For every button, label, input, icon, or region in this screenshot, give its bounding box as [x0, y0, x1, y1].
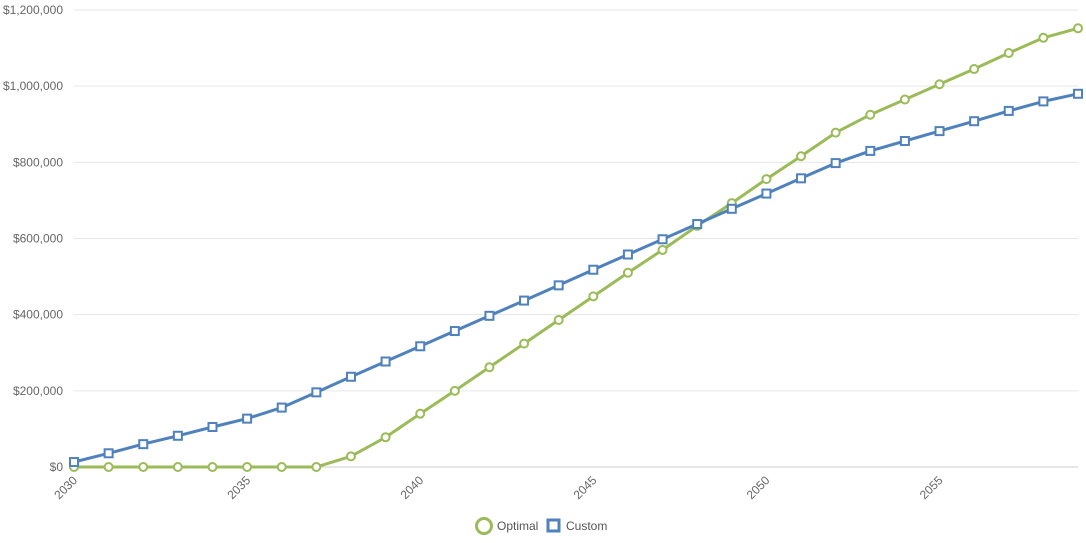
data-point-optimal[interactable] [345, 451, 356, 462]
legend: Optimal Custom [475, 517, 607, 535]
data-point-custom[interactable] [726, 203, 737, 214]
series-optimal [69, 23, 1083, 472]
data-point-optimal[interactable] [865, 109, 876, 120]
series-line-optimal [74, 26, 1079, 469]
data-point-optimal[interactable] [276, 462, 287, 472]
legend-label-optimal: Optimal [497, 519, 538, 533]
data-point-optimal[interactable] [1073, 23, 1083, 34]
data-point-custom[interactable] [865, 145, 876, 156]
data-point-optimal[interactable] [761, 174, 772, 185]
data-point-custom[interactable] [934, 126, 945, 137]
data-point-custom[interactable] [519, 295, 530, 306]
y-tick-label: $0 [50, 460, 64, 474]
legend-item-custom[interactable]: Custom [546, 518, 607, 533]
data-point-custom[interactable] [969, 116, 980, 127]
data-point-optimal[interactable] [622, 267, 633, 278]
data-point-custom[interactable] [899, 136, 910, 147]
y-axis: $0 $200,000 $400,000 $600,000 $800,000 $1,000… [3, 3, 63, 474]
x-tick-label: 2040 [398, 473, 427, 502]
data-point-custom[interactable] [553, 280, 564, 291]
data-point-optimal[interactable] [899, 94, 910, 105]
data-point-optimal[interactable] [311, 462, 322, 472]
data-point-custom[interactable] [622, 249, 633, 260]
x-axis: 2030 2035 2040 2045 2050 2055 [51, 473, 946, 502]
data-point-custom[interactable] [103, 448, 114, 459]
data-point-optimal[interactable] [796, 151, 807, 162]
gridlines [74, 9, 1078, 468]
series-lines [69, 23, 1083, 472]
data-point-custom[interactable] [657, 234, 668, 245]
x-tick-label: 2055 [917, 473, 946, 502]
data-point-optimal[interactable] [172, 462, 183, 472]
data-point-custom[interactable] [1073, 88, 1083, 99]
y-tick-label: $200,000 [13, 384, 63, 398]
data-point-custom[interactable] [830, 158, 841, 169]
data-point-custom[interactable] [1038, 96, 1049, 107]
x-tick-label: 2035 [224, 473, 253, 502]
data-point-optimal[interactable] [449, 385, 460, 396]
legend-marker-optimal-icon [475, 517, 493, 535]
y-tick-label: $1,000,000 [3, 79, 63, 93]
data-point-custom[interactable] [588, 264, 599, 275]
data-point-custom[interactable] [761, 188, 772, 199]
legend-marker-custom-icon [546, 518, 561, 533]
data-point-custom[interactable] [484, 310, 495, 321]
data-point-optimal[interactable] [830, 127, 841, 138]
data-point-optimal[interactable] [1038, 32, 1049, 43]
data-point-custom[interactable] [276, 402, 287, 413]
data-point-custom[interactable] [345, 371, 356, 382]
data-point-optimal[interactable] [1003, 48, 1014, 59]
data-point-optimal[interactable] [138, 462, 149, 472]
y-tick-label: $600,000 [13, 232, 63, 246]
data-point-custom[interactable] [242, 413, 253, 424]
data-point-custom[interactable] [69, 457, 79, 468]
data-point-custom[interactable] [207, 422, 218, 433]
data-point-custom[interactable] [796, 173, 807, 184]
data-point-custom[interactable] [1003, 105, 1014, 116]
data-point-optimal[interactable] [207, 462, 218, 472]
data-point-custom[interactable] [380, 356, 391, 367]
data-point-optimal[interactable] [519, 338, 530, 349]
data-point-optimal[interactable] [103, 462, 114, 472]
data-point-optimal[interactable] [969, 64, 980, 75]
x-tick-label: 2050 [744, 473, 773, 502]
y-tick-label: $400,000 [13, 308, 63, 322]
data-point-optimal[interactable] [484, 362, 495, 373]
data-point-optimal[interactable] [934, 79, 945, 90]
data-point-custom[interactable] [449, 326, 460, 337]
x-tick-label: 2045 [571, 473, 600, 502]
data-point-custom[interactable] [311, 387, 322, 398]
data-point-custom[interactable] [172, 430, 183, 441]
series-line-custom [73, 92, 1079, 464]
data-point-optimal[interactable] [242, 462, 253, 472]
data-point-custom[interactable] [415, 341, 426, 352]
data-point-optimal[interactable] [657, 244, 668, 255]
legend-label-custom: Custom [566, 519, 607, 533]
data-point-optimal[interactable] [588, 291, 599, 302]
y-tick-label: $1,200,000 [3, 3, 63, 17]
data-point-custom[interactable] [692, 219, 703, 230]
legend-item-optimal[interactable]: Optimal [475, 517, 539, 535]
series-custom [69, 88, 1083, 468]
data-point-optimal[interactable] [380, 432, 391, 443]
data-point-optimal[interactable] [553, 314, 564, 325]
x-tick-label: 2030 [51, 473, 80, 502]
data-point-custom[interactable] [138, 439, 149, 450]
y-tick-label: $800,000 [13, 155, 63, 169]
data-point-optimal[interactable] [415, 408, 426, 419]
